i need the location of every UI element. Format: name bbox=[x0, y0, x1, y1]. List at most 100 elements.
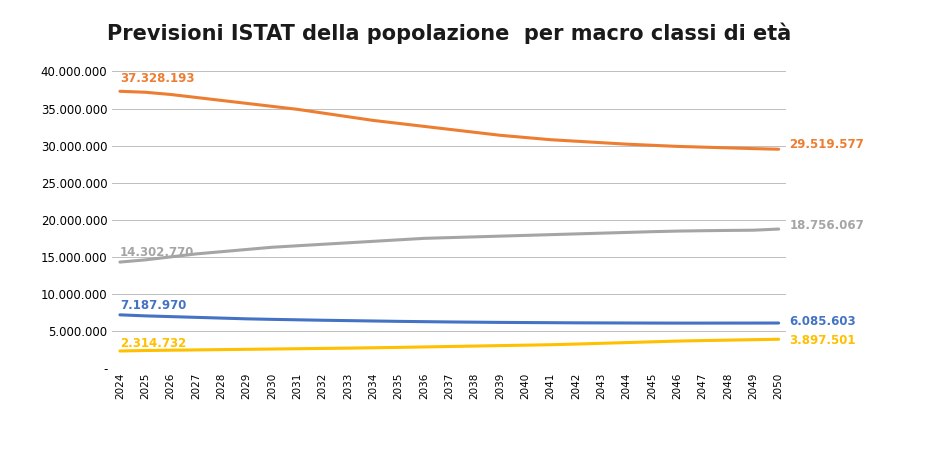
15-64 bbox=[393, 120, 404, 126]
15-64 bbox=[545, 137, 556, 143]
15-64 bbox=[570, 138, 581, 144]
Text: 18.756.067: 18.756.067 bbox=[790, 219, 864, 232]
65+ bbox=[519, 233, 531, 238]
0-14 bbox=[723, 320, 734, 326]
65+ bbox=[393, 237, 404, 243]
0-14 bbox=[267, 317, 278, 322]
Title: Previsioni ISTAT della popolazione  per macro classi di età: Previsioni ISTAT della popolazione per m… bbox=[107, 23, 792, 44]
85+ bbox=[165, 347, 176, 353]
0-14 bbox=[139, 313, 151, 319]
85+ bbox=[444, 344, 455, 349]
Line: 65+: 65+ bbox=[120, 229, 779, 262]
85+ bbox=[545, 342, 556, 347]
65+ bbox=[317, 242, 329, 247]
0-14 bbox=[114, 312, 125, 318]
85+ bbox=[114, 348, 125, 354]
0-14 bbox=[215, 315, 227, 321]
85+ bbox=[494, 343, 505, 348]
15-64 bbox=[469, 129, 480, 135]
85+ bbox=[697, 338, 709, 344]
15-64 bbox=[773, 146, 784, 152]
0-14 bbox=[165, 314, 176, 320]
15-64 bbox=[672, 143, 683, 149]
0-14 bbox=[748, 320, 759, 326]
15-64 bbox=[267, 103, 278, 109]
0-14 bbox=[672, 320, 683, 326]
65+ bbox=[190, 251, 201, 257]
0-14 bbox=[393, 319, 404, 324]
Text: 14.302.770: 14.302.770 bbox=[120, 246, 195, 259]
15-64 bbox=[292, 107, 303, 112]
65+ bbox=[267, 244, 278, 250]
15-64 bbox=[748, 146, 759, 152]
85+ bbox=[519, 342, 531, 348]
65+ bbox=[215, 249, 227, 254]
15-64 bbox=[519, 135, 531, 140]
Text: 7.187.970: 7.187.970 bbox=[120, 299, 186, 312]
0-14 bbox=[241, 316, 252, 322]
0-14 bbox=[444, 319, 455, 325]
Line: 0-14: 0-14 bbox=[120, 315, 779, 323]
85+ bbox=[469, 343, 480, 349]
15-64 bbox=[647, 143, 658, 148]
0-14 bbox=[292, 317, 303, 323]
85+ bbox=[241, 346, 252, 352]
0-14 bbox=[469, 320, 480, 325]
65+ bbox=[595, 230, 607, 236]
65+ bbox=[697, 228, 709, 234]
65+ bbox=[343, 240, 354, 245]
Line: 85+: 85+ bbox=[120, 339, 779, 351]
0-14 bbox=[621, 320, 632, 326]
Text: 3.897.501: 3.897.501 bbox=[790, 334, 856, 347]
15-64 bbox=[494, 133, 505, 138]
0-14 bbox=[317, 317, 329, 323]
15-64 bbox=[139, 89, 151, 95]
85+ bbox=[723, 337, 734, 343]
85+ bbox=[190, 347, 201, 353]
0-14 bbox=[595, 320, 607, 326]
Text: 29.519.577: 29.519.577 bbox=[790, 138, 864, 151]
65+ bbox=[621, 229, 632, 235]
0-14 bbox=[570, 320, 581, 326]
85+ bbox=[368, 345, 379, 351]
0-14 bbox=[190, 314, 201, 320]
85+ bbox=[317, 346, 329, 351]
15-64 bbox=[190, 94, 201, 100]
65+ bbox=[545, 232, 556, 237]
65+ bbox=[672, 228, 683, 234]
85+ bbox=[570, 341, 581, 347]
85+ bbox=[292, 346, 303, 352]
65+ bbox=[292, 243, 303, 249]
85+ bbox=[139, 348, 151, 354]
65+ bbox=[241, 247, 252, 253]
65+ bbox=[570, 231, 581, 237]
15-64 bbox=[368, 118, 379, 123]
Text: 6.085.603: 6.085.603 bbox=[790, 315, 856, 328]
0-14 bbox=[418, 319, 430, 324]
85+ bbox=[748, 337, 759, 343]
65+ bbox=[418, 236, 430, 241]
85+ bbox=[343, 346, 354, 351]
0-14 bbox=[545, 320, 556, 326]
65+ bbox=[723, 228, 734, 233]
0-14 bbox=[494, 320, 505, 325]
15-64 bbox=[444, 126, 455, 132]
0-14 bbox=[773, 320, 784, 326]
65+ bbox=[368, 238, 379, 244]
65+ bbox=[647, 229, 658, 235]
15-64 bbox=[418, 124, 430, 129]
15-64 bbox=[215, 98, 227, 103]
0-14 bbox=[647, 320, 658, 326]
15-64 bbox=[343, 114, 354, 119]
65+ bbox=[139, 257, 151, 263]
65+ bbox=[114, 259, 125, 265]
0-14 bbox=[519, 320, 531, 325]
65+ bbox=[494, 233, 505, 239]
15-64 bbox=[317, 110, 329, 116]
15-64 bbox=[114, 88, 125, 94]
85+ bbox=[595, 340, 607, 346]
85+ bbox=[621, 340, 632, 346]
15-64 bbox=[165, 92, 176, 97]
85+ bbox=[773, 337, 784, 342]
65+ bbox=[165, 254, 176, 260]
